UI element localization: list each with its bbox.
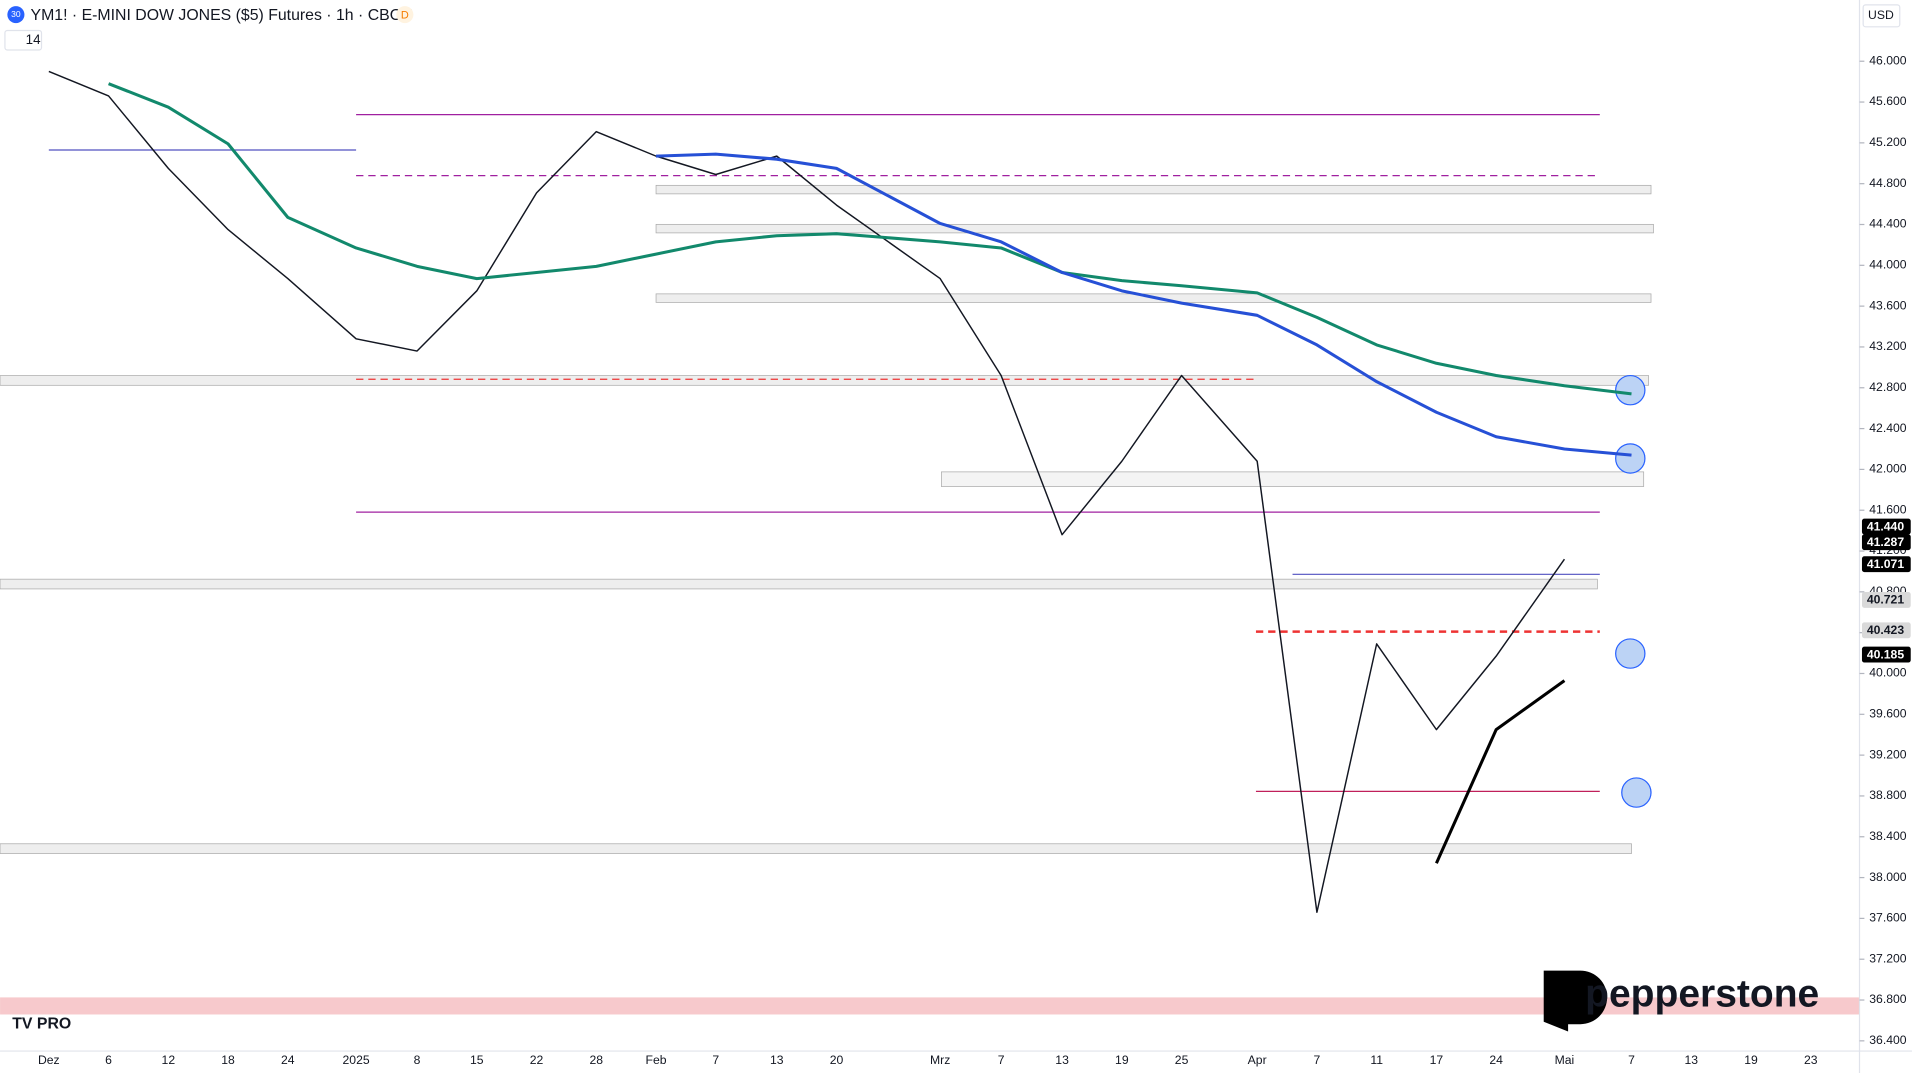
x-tick-label: 23: [1804, 1053, 1818, 1067]
y-tick-label: 44.800: [1869, 176, 1906, 190]
x-tick-label: 15: [470, 1053, 484, 1067]
y-tick-label: 42.000: [1869, 462, 1906, 476]
x-tick-label: 13: [1684, 1053, 1698, 1067]
y-tick-label: 37.200: [1869, 951, 1906, 965]
y-tick-label: 36.400: [1869, 1033, 1906, 1047]
x-tick-label: 19: [1115, 1053, 1129, 1067]
symbol-icon: [7, 6, 25, 24]
price-label: 40.423: [1867, 623, 1904, 637]
x-tick-label: 7: [1314, 1053, 1321, 1067]
price-label-box: [1861, 646, 1911, 663]
x-tick-label: 24: [1489, 1053, 1503, 1067]
chart-title: YM1! · E-MINI DOW JONES ($5) Futures · 1…: [31, 7, 413, 24]
x-tick-label: 8: [414, 1053, 421, 1067]
symbol-badge: 30: [11, 9, 21, 19]
price-label: 40.721: [1867, 593, 1904, 607]
price-label-box: [1861, 591, 1911, 608]
x-tick-label: Feb: [646, 1053, 667, 1067]
x-tick-label: 7: [998, 1053, 1005, 1067]
currency-box[interactable]: [1862, 4, 1901, 28]
y-tick-label: 40.000: [1869, 666, 1906, 680]
indicator-box[interactable]: [4, 29, 43, 51]
y-tick-label: 44.000: [1869, 258, 1906, 272]
price-label: 41.440: [1867, 519, 1904, 533]
y-tick-label: 38.400: [1869, 829, 1906, 843]
y-tick-label: 43.200: [1869, 339, 1906, 353]
x-tick-label: 7: [712, 1053, 719, 1067]
price-label-box: [1861, 556, 1911, 573]
x-tick-label: 24: [281, 1053, 295, 1067]
x-tick-label: 13: [770, 1053, 784, 1067]
brand-icon: [1543, 970, 1608, 1032]
price-label: 40.185: [1867, 647, 1904, 661]
tv-logo: TV PRO: [12, 1015, 71, 1032]
series-line: [655, 152, 1632, 457]
zones: [0, 114, 1860, 1015]
x-tick-label: 20: [830, 1053, 844, 1067]
x-tick-label: 7: [1628, 1053, 1635, 1067]
y-tick-label: 45.600: [1869, 94, 1906, 108]
y-tick-label: 38.000: [1869, 870, 1906, 884]
series-line: [1435, 679, 1566, 864]
y-tick-label: 44.400: [1869, 217, 1906, 231]
y-tick-label: 38.800: [1869, 788, 1906, 802]
y-tick-label: 42.800: [1869, 380, 1906, 394]
y-tick-label: 37.600: [1869, 911, 1906, 925]
x-tick-label: 28: [590, 1053, 604, 1067]
x-tick-label: 17: [1430, 1053, 1444, 1067]
x-tick-label: 11: [1370, 1053, 1383, 1067]
x-tick-label: 6: [105, 1053, 112, 1067]
x-tick-label: 22: [530, 1053, 544, 1067]
x-tick-label: 18: [221, 1053, 235, 1067]
price-label-box: [1861, 622, 1911, 639]
currency: USD: [1868, 8, 1894, 22]
price-label-box: [1861, 534, 1911, 551]
session-icon[interactable]: [396, 6, 414, 24]
y-tick-label: 42.400: [1869, 421, 1906, 435]
x-tick-label: Mrz: [930, 1053, 950, 1067]
series-line: [108, 82, 1632, 396]
y-tick-label: 43.600: [1869, 298, 1906, 312]
brand: pepperstone: [1585, 972, 1819, 1015]
y-tick-label: 39.600: [1869, 707, 1906, 721]
y-tick-label: 46.000: [1869, 53, 1906, 67]
x-tick-label: 13: [1055, 1053, 1069, 1067]
y-tick-label: 39.200: [1869, 747, 1906, 761]
y-tick-label: 36.800: [1869, 992, 1906, 1006]
x-tick-label: Dez: [38, 1053, 60, 1067]
indicator-setting: 14: [26, 32, 41, 47]
series-line: [48, 70, 1566, 914]
price-label: 41.287: [1867, 535, 1904, 549]
y-tick-label: 45.200: [1869, 135, 1906, 149]
x-tick-label: 12: [162, 1053, 176, 1067]
price-label: 41.071: [1867, 557, 1904, 571]
x-tick-label: 2025: [343, 1053, 370, 1067]
y-tick-label: 41.600: [1869, 502, 1906, 516]
price-label-box: [1861, 518, 1911, 535]
x-tick-label: 19: [1744, 1053, 1758, 1067]
x-tick-label: Apr: [1248, 1053, 1267, 1067]
x-tick-label: 25: [1175, 1053, 1189, 1067]
x-tick-label: Mai: [1555, 1053, 1575, 1067]
session-badge: D: [401, 10, 409, 22]
